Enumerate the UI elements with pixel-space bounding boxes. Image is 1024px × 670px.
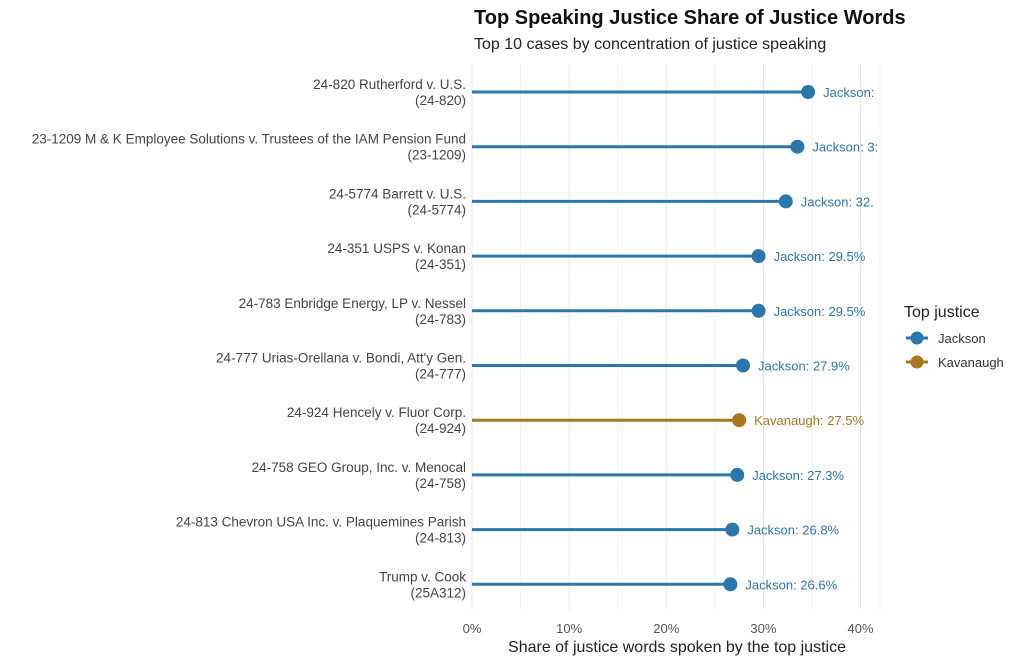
lollipop-point[interactable]	[723, 577, 738, 592]
case-docket-label: (24-777)	[415, 367, 466, 382]
lollipop-point[interactable]	[736, 358, 751, 373]
data-label: Jackson: 32.	[801, 194, 874, 209]
chart-subtitle: Top 10 cases by concentration of justice…	[474, 36, 826, 53]
x-axis-ticks: 0% 10% 20% 30% 40%	[463, 621, 874, 636]
legend-key-point	[910, 355, 924, 369]
lollipop-point[interactable]	[730, 467, 745, 482]
legend-label: Jackson	[938, 331, 986, 346]
data-label: Jackson: 27.3%	[752, 468, 844, 483]
x-tick-label: 30%	[750, 621, 776, 636]
case-label: Trump v. Cook	[379, 569, 466, 584]
lollipop-point[interactable]	[732, 413, 747, 428]
case-label: 24-758 GEO Group, Inc. v. Menocal	[252, 460, 466, 475]
x-axis-title: Share of justice words spoken by the top…	[508, 639, 846, 656]
case-label: 24-813 Chevron USA Inc. v. Plaquemines P…	[176, 515, 466, 530]
case-docket-label: (24-758)	[415, 476, 466, 491]
lollipop-point[interactable]	[725, 522, 740, 537]
x-tick-label: 40%	[848, 621, 874, 636]
x-tick-label: 10%	[556, 621, 582, 636]
case-label: 23-1209 M & K Employee Solutions v. Trus…	[32, 132, 466, 147]
data-label: Kavanaugh: 27.5%	[754, 413, 864, 428]
data-label: Jackson: 29.5%	[774, 304, 866, 319]
case-docket-label: (24-783)	[415, 312, 466, 327]
grid-lines	[471, 64, 881, 610]
data-label: Jackson: 26.6%	[745, 577, 837, 592]
case-label: 24-5774 Barrett v. U.S.	[329, 186, 466, 201]
case-docket-label: (24-5774)	[407, 202, 466, 217]
lollipop-point[interactable]	[790, 139, 805, 154]
lollipop-rows: 24-820 Rutherford v. U.S.(24-820) Jackson…	[32, 77, 878, 600]
case-docket-label: (24-924)	[415, 421, 466, 436]
data-label: Jackson: 27.9%	[758, 359, 850, 374]
data-label: Jackson: 29.5%	[774, 249, 866, 264]
case-docket-label: (24-351)	[415, 257, 466, 272]
data-label: Jackson:	[823, 85, 874, 100]
case-label: 24-783 Enbridge Energy, LP v. Nessel	[239, 296, 466, 311]
data-label: Jackson: 26.8%	[747, 523, 839, 538]
data-label: Jackson: 3:	[812, 140, 878, 155]
case-docket-label: (23-1209)	[407, 148, 466, 163]
legend: Top justice Jackson Kavanaugh	[904, 304, 1004, 370]
legend-key-point	[910, 331, 924, 345]
lollipop-point[interactable]	[778, 194, 793, 209]
chart-title: Top Speaking Justice Share of Justice Wo…	[474, 7, 906, 29]
legend-title: Top justice	[904, 304, 980, 321]
case-docket-label: (24-813)	[415, 531, 466, 546]
case-label: 24-351 USPS v. Konan	[327, 241, 466, 256]
case-label: 24-820 Rutherford v. U.S.	[313, 77, 466, 92]
lollipop-point[interactable]	[751, 249, 766, 264]
case-label: 24-924 Hencely v. Fluor Corp.	[287, 405, 466, 420]
legend-label: Kavanaugh	[938, 355, 1004, 370]
case-docket-label: (25A312)	[410, 585, 466, 600]
case-label: 24-777 Urias-Orellana v. Bondi, Att'y Ge…	[216, 351, 466, 366]
lollipop-point[interactable]	[751, 303, 766, 318]
case-docket-label: (24-820)	[415, 93, 466, 108]
x-tick-label: 0%	[463, 621, 482, 636]
x-tick-label: 20%	[653, 621, 679, 636]
lollipop-point[interactable]	[801, 85, 816, 99]
